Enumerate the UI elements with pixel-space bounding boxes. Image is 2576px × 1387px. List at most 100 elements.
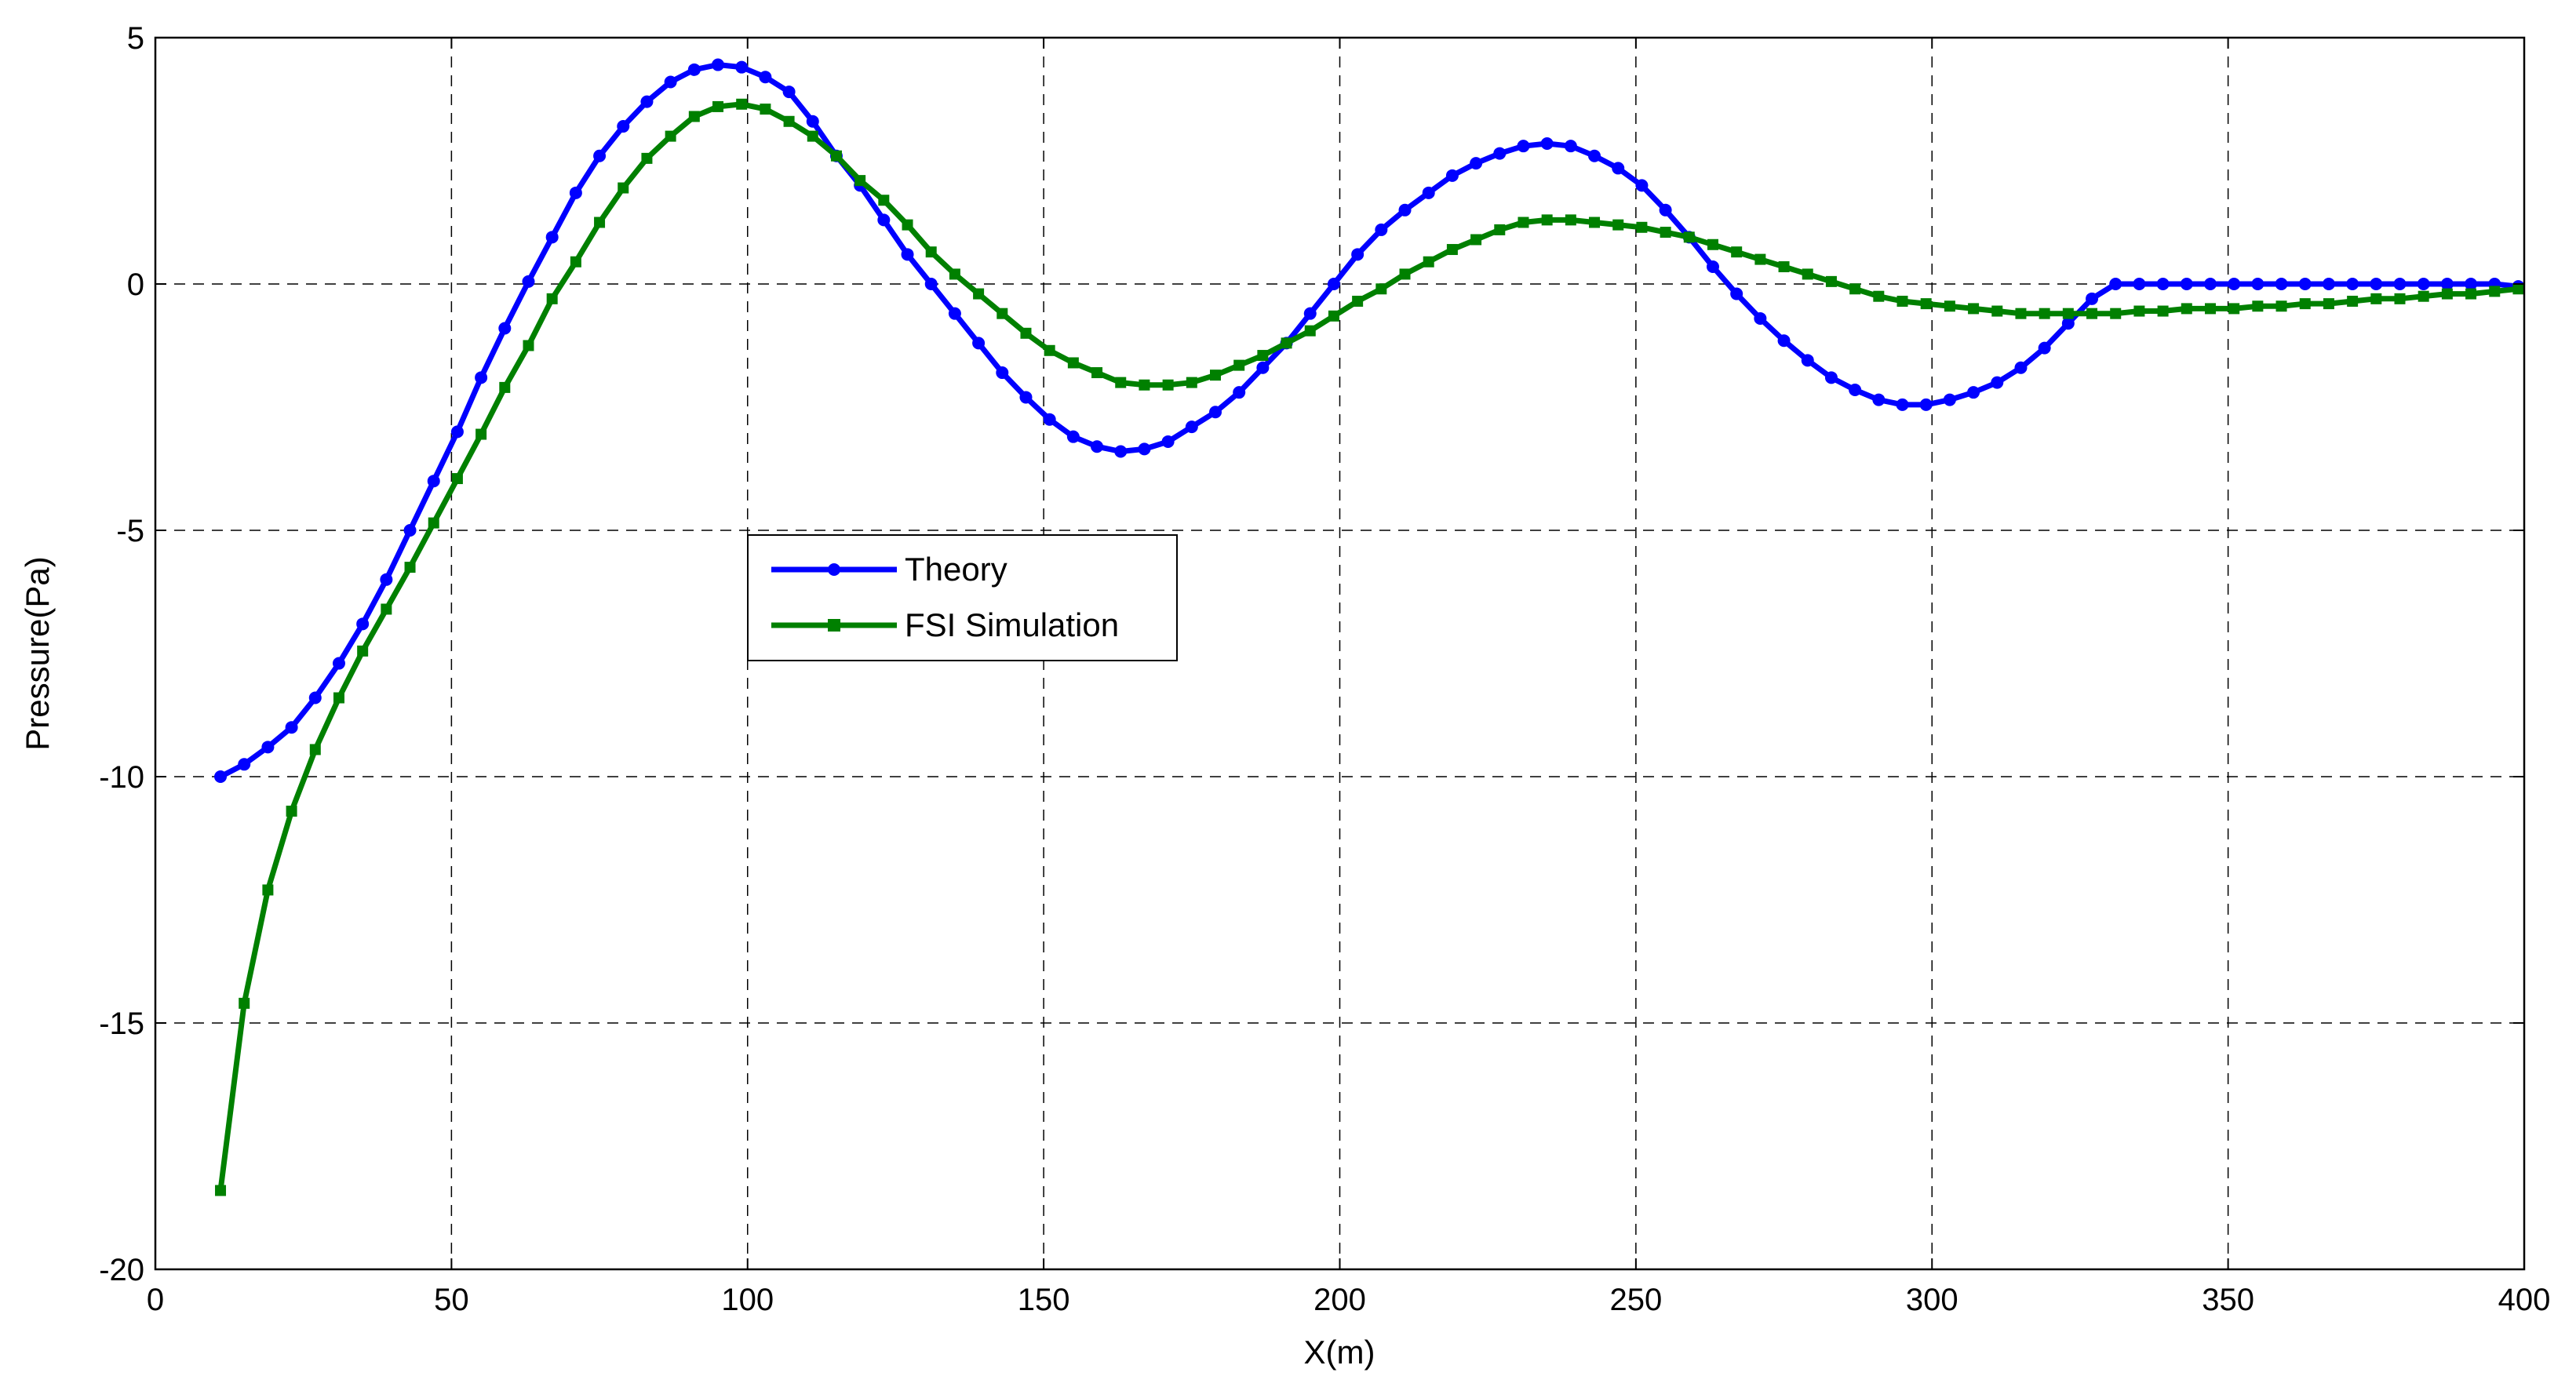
data-point [1635, 179, 1649, 192]
data-point [1564, 140, 1577, 153]
data-point [806, 115, 819, 128]
x-tick-label: 350 [2202, 1283, 2254, 1317]
data-point [878, 195, 890, 206]
data-point [1161, 435, 1175, 448]
data-point [2015, 308, 2027, 319]
data-point [1233, 359, 1245, 371]
data-point [2061, 317, 2075, 330]
data-point [1470, 157, 1483, 170]
x-axis-label: X(m) [1304, 1334, 1375, 1371]
data-point [1777, 334, 1791, 348]
data-point [617, 120, 630, 133]
data-point [1540, 137, 1554, 151]
data-point [1706, 260, 1719, 274]
data-point [1043, 413, 1056, 426]
data-point [1351, 248, 1365, 261]
data-point [239, 997, 250, 1009]
data-point [1683, 231, 1695, 243]
data-point [1896, 295, 1908, 307]
legend: Theory FSI Simulation [747, 534, 1178, 661]
y-tick-label: -20 [99, 1253, 144, 1287]
data-point [1470, 234, 1482, 246]
data-point [2203, 278, 2217, 290]
data-point [1399, 268, 1411, 280]
data-point [569, 186, 582, 199]
legend-marker-theory [828, 563, 840, 576]
data-point [2038, 341, 2051, 355]
data-point [1754, 253, 1766, 265]
data-point [2086, 308, 2098, 319]
y-axis-label: Pressure(Pa) [19, 556, 56, 750]
data-point [2180, 278, 2193, 290]
x-tick-label: 100 [721, 1283, 774, 1317]
data-point [285, 721, 298, 734]
legend-marker-fsi [828, 619, 840, 632]
x-tick-label: 400 [2498, 1283, 2551, 1317]
data-point [1896, 398, 1909, 411]
data-point [1612, 219, 1624, 231]
x-tick-label: 150 [1018, 1283, 1070, 1317]
data-point [2393, 278, 2407, 290]
data-point [1872, 393, 1886, 406]
data-point [997, 308, 1008, 319]
data-point [570, 256, 581, 268]
data-point [760, 104, 771, 115]
data-point [1398, 203, 1412, 217]
y-tick-label: -15 [99, 1007, 144, 1041]
data-point [1375, 283, 1387, 295]
data-point [1210, 370, 1222, 381]
data-point [1824, 371, 1838, 384]
data-point [2394, 293, 2406, 304]
data-point [2133, 278, 2146, 290]
data-point [1327, 278, 1340, 290]
x-tick-label: 250 [1610, 1283, 1663, 1317]
data-point [1115, 377, 1127, 388]
data-point [593, 149, 607, 162]
series-theory [214, 58, 2525, 783]
data-point [1541, 214, 1553, 226]
data-point [2110, 308, 2122, 319]
data-point [1493, 147, 1507, 160]
data-point [498, 322, 512, 335]
data-point [641, 152, 653, 164]
data-point [687, 63, 701, 76]
data-point [332, 657, 345, 670]
data-point [735, 60, 749, 74]
data-point [1919, 398, 1933, 411]
data-point [523, 340, 534, 351]
data-point [1445, 169, 1459, 182]
data-point [499, 381, 511, 393]
data-point [214, 770, 228, 783]
data-point [594, 217, 606, 228]
data-point [854, 175, 866, 187]
data-point [1991, 376, 2004, 389]
data-point [451, 473, 463, 485]
data-point [618, 182, 629, 194]
data-point [1991, 305, 2003, 317]
data-point [972, 337, 986, 350]
data-point [215, 1185, 227, 1196]
data-point [1944, 300, 1955, 312]
data-point [261, 741, 275, 754]
data-point [1257, 350, 1269, 362]
data-point [1422, 186, 1435, 199]
data-point [2298, 278, 2312, 290]
data-point [1138, 442, 1151, 456]
data-point [2441, 288, 2453, 300]
data-point [333, 692, 344, 704]
data-point [545, 231, 559, 244]
data-point [1423, 256, 1434, 268]
data-point [2347, 295, 2359, 307]
data-point [1754, 311, 1767, 325]
data-point [450, 425, 464, 439]
data-point [1162, 379, 1174, 391]
data-point [309, 744, 321, 755]
y-tick-label: -10 [99, 760, 144, 795]
data-point [2489, 286, 2501, 297]
data-point [807, 130, 818, 142]
x-tick-label: 0 [147, 1283, 164, 1317]
data-point [2228, 278, 2241, 290]
data-point [2062, 308, 2074, 319]
data-point [759, 71, 772, 84]
data-point [1730, 287, 1743, 300]
